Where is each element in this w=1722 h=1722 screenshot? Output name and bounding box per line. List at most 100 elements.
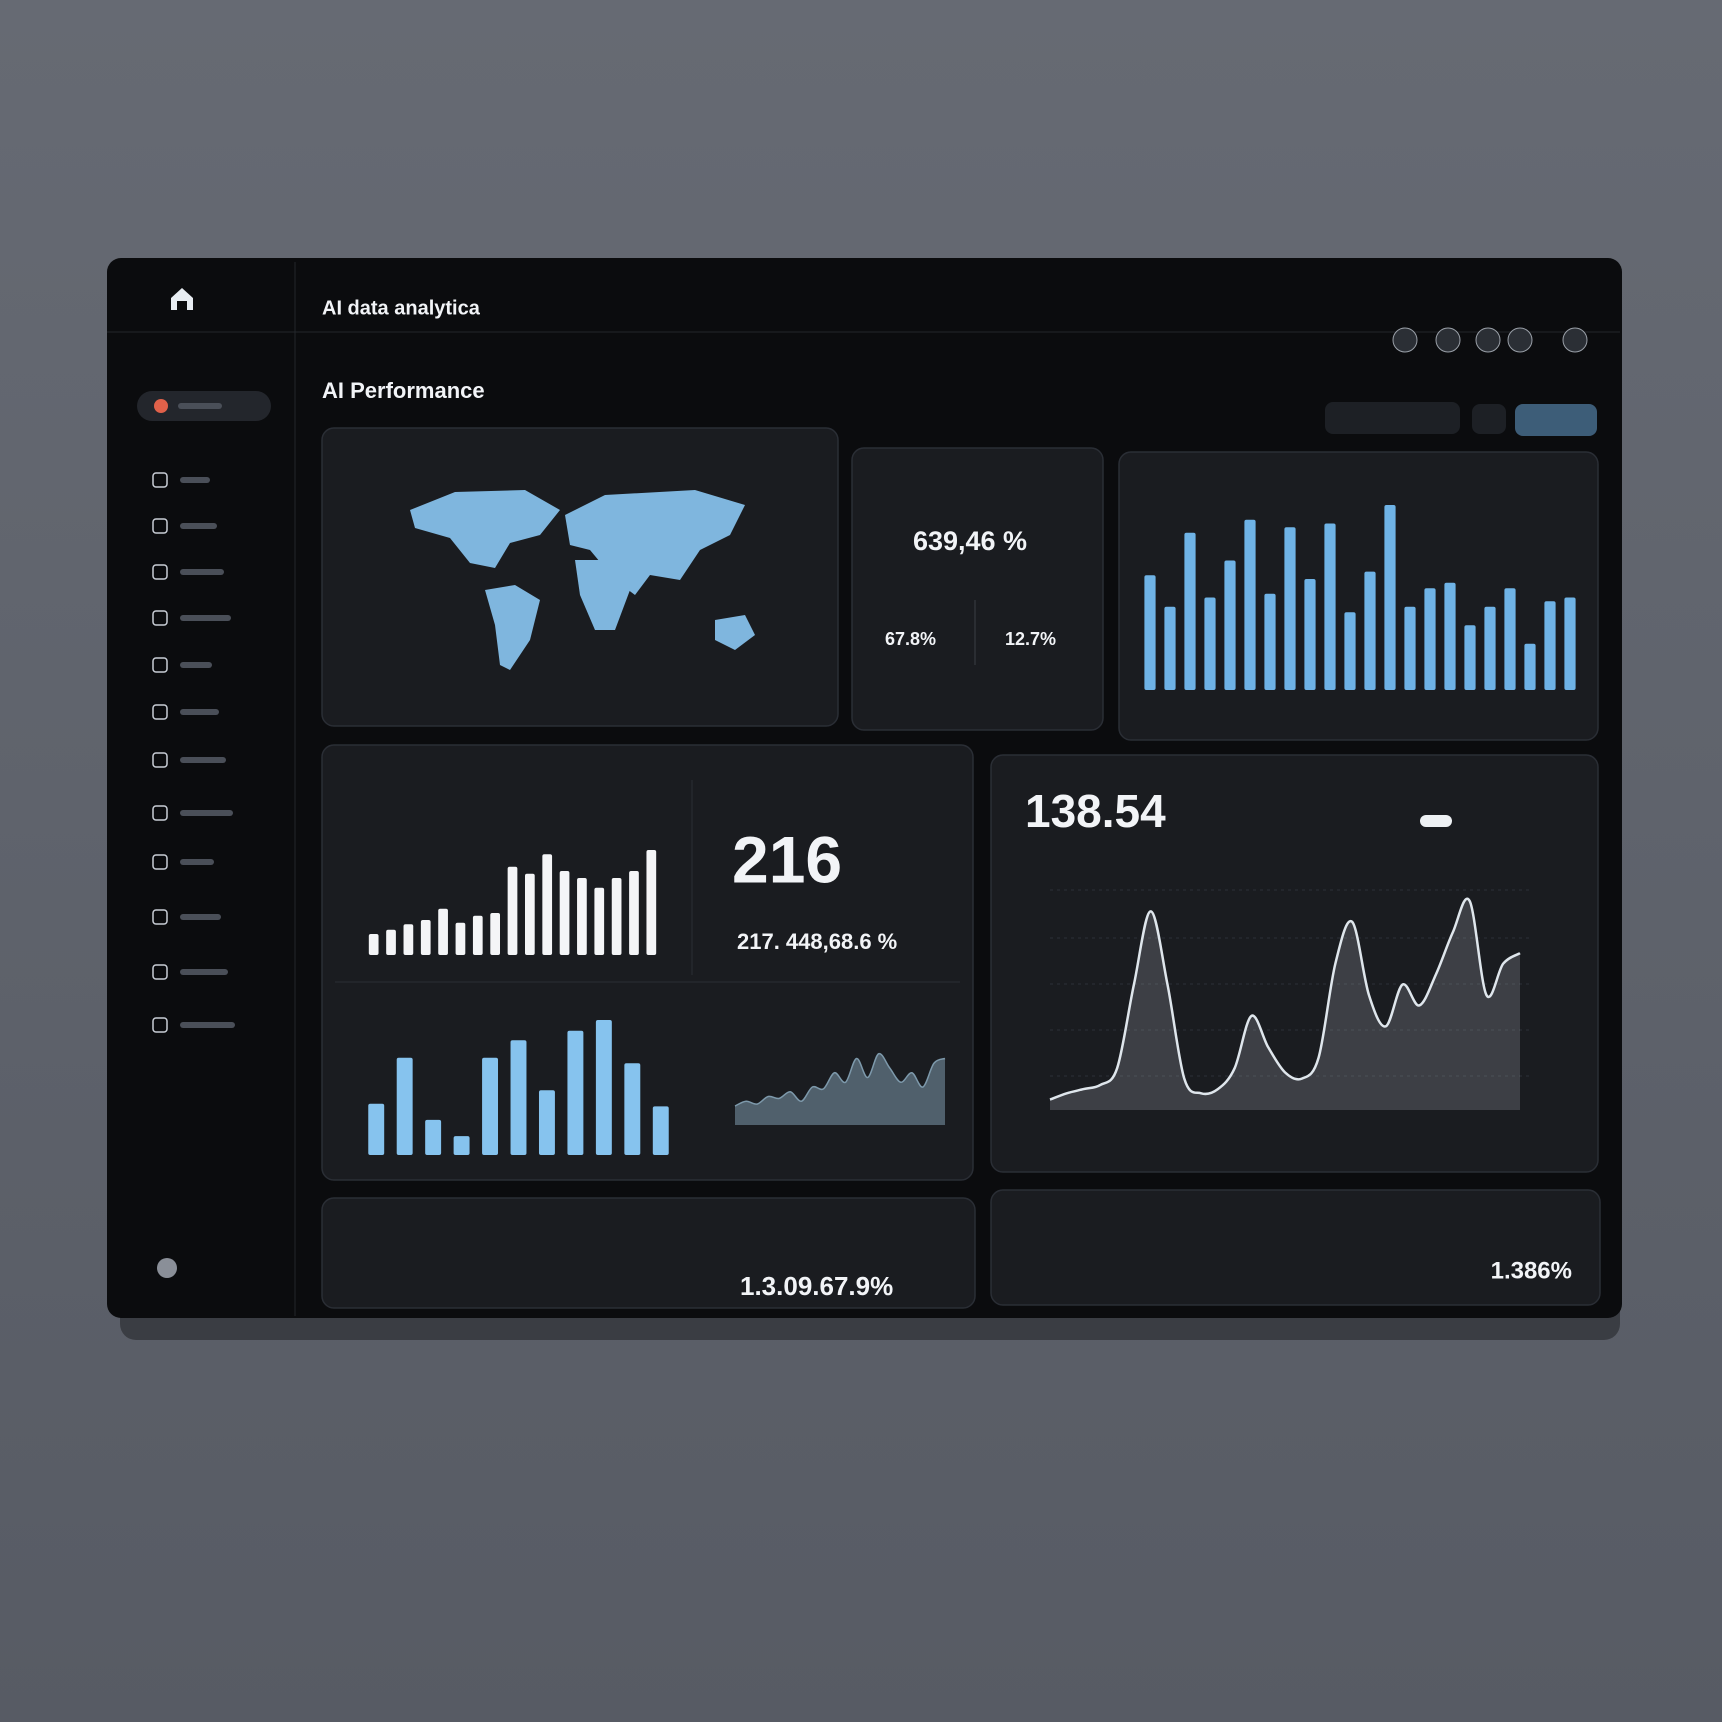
nav-label: [180, 615, 231, 621]
activity-sub-value: 217. 448,68.6 %: [737, 929, 897, 954]
bar: [538, 1090, 555, 1155]
nav-label: [180, 914, 221, 920]
header-actions: [1392, 327, 1588, 353]
nav-icon[interactable]: [152, 610, 168, 626]
trend-value: 138.54: [1025, 785, 1166, 837]
bar: [1384, 505, 1396, 690]
date-picker[interactable]: [1325, 402, 1460, 434]
trend-card: [990, 754, 1599, 1173]
bar: [438, 908, 448, 955]
bar: [567, 1030, 584, 1155]
bar: [1524, 643, 1536, 690]
bar: [1144, 575, 1156, 690]
bar: [1224, 560, 1236, 690]
nav-list: [152, 472, 235, 1278]
user-avatar[interactable]: [157, 1258, 177, 1278]
bar: [1204, 597, 1216, 690]
nav-icon: [154, 399, 168, 413]
bar: [624, 1063, 641, 1155]
header-icon[interactable]: [1507, 327, 1533, 353]
page-title: AI Performance: [322, 378, 485, 403]
bar: [1164, 606, 1176, 690]
bottom-right-value: 1.386%: [1491, 1257, 1572, 1284]
world-map: [410, 490, 755, 670]
nav-label: [180, 810, 233, 816]
bar: [507, 866, 518, 955]
bar: [1544, 601, 1556, 690]
nav-label: [180, 859, 214, 865]
nav-icon[interactable]: [152, 752, 168, 768]
bar: [524, 873, 535, 955]
header-icon[interactable]: [1392, 327, 1418, 353]
nav-label: [178, 403, 222, 409]
nav-icon[interactable]: [152, 472, 168, 488]
bar: [1364, 571, 1376, 690]
line: [734, 1052, 946, 1107]
bar: [1244, 519, 1256, 690]
bar: [386, 929, 396, 955]
header-icon[interactable]: [1475, 327, 1501, 353]
bar: [629, 871, 639, 955]
kpi-card: [851, 447, 1104, 731]
bar: [1424, 588, 1436, 690]
bar: [646, 850, 657, 955]
bar: [1284, 527, 1296, 690]
bar: [542, 854, 553, 955]
bar: [1464, 625, 1476, 690]
bar: [1324, 523, 1336, 690]
bar: [1504, 588, 1516, 690]
bar: [652, 1106, 669, 1155]
line: [1049, 897, 1521, 1101]
bar: [455, 922, 466, 955]
bottom-left-card: [321, 1197, 976, 1309]
logo[interactable]: [171, 288, 193, 310]
nav-icon[interactable]: [152, 564, 168, 580]
nav-label: [180, 662, 212, 668]
area: [735, 1053, 945, 1125]
nav-label: [180, 569, 224, 575]
bar: [1444, 582, 1456, 690]
nav-icon[interactable]: [152, 854, 168, 870]
toggle[interactable]: [1420, 815, 1452, 827]
primary-button[interactable]: [1515, 404, 1597, 436]
nav-icon[interactable]: [152, 657, 168, 673]
bar: [453, 1136, 470, 1155]
bar: [510, 1040, 527, 1155]
bar: [595, 1020, 612, 1155]
bottom-right-card: [990, 1189, 1601, 1306]
nav-icon[interactable]: [152, 909, 168, 925]
nav-label: [180, 477, 210, 483]
bar: [1404, 606, 1416, 690]
nav-icon[interactable]: [152, 964, 168, 980]
bar: [368, 934, 379, 955]
nav-icon[interactable]: [152, 704, 168, 720]
bar: [1304, 579, 1316, 690]
app-title: AI data analytica: [322, 297, 481, 319]
settings-button[interactable]: [1472, 404, 1506, 434]
bottom-left-value: 1.3.09.67.9%: [740, 1271, 893, 1301]
nav-icon[interactable]: [152, 1017, 168, 1033]
bar: [368, 1103, 385, 1155]
kpi-stat: 12.7%: [1005, 629, 1056, 649]
kpi-stat: 67.8%: [885, 629, 936, 649]
header-icon[interactable]: [1435, 327, 1461, 353]
bar: [403, 924, 414, 955]
nav-label: [180, 709, 219, 715]
nav-label: [180, 523, 217, 529]
bar: [425, 1119, 442, 1155]
header-icon[interactable]: [1562, 327, 1588, 353]
nav-icon[interactable]: [152, 805, 168, 821]
bar: [482, 1057, 499, 1155]
activity-value: 216: [732, 822, 842, 896]
nav-icon[interactable]: [152, 518, 168, 534]
bar: [611, 878, 622, 955]
bar: [396, 1057, 413, 1155]
nav-label: [180, 1022, 235, 1028]
bar: [490, 913, 501, 955]
bar: [1484, 606, 1496, 690]
bar: [1344, 612, 1356, 690]
bar: [577, 878, 587, 955]
nav-label: [180, 757, 226, 763]
